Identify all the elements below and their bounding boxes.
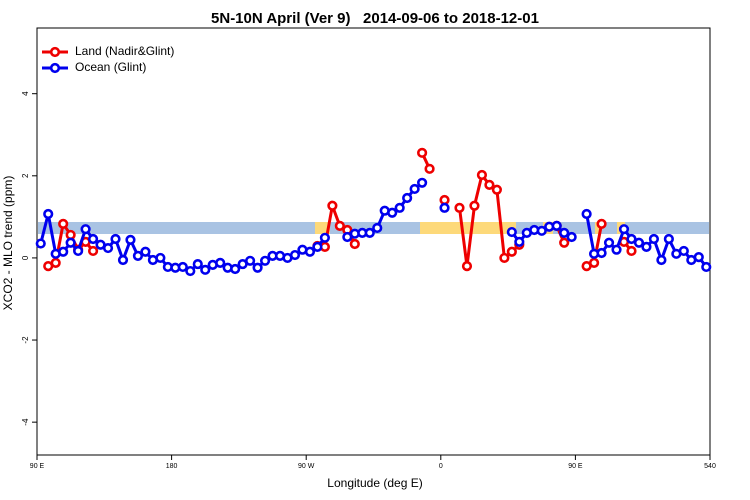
- data-point: [626, 245, 637, 257]
- legend-marker: [49, 46, 61, 58]
- data-point: [50, 257, 61, 268]
- data-point: [409, 183, 420, 195]
- data-point: [499, 252, 510, 264]
- data-point: [559, 227, 570, 238]
- data-point: [618, 224, 630, 235]
- data-point: [663, 233, 674, 245]
- x-axis-label: Longitude (deg E): [327, 476, 422, 490]
- data-point: [417, 147, 428, 158]
- x-tick-label: 540: [704, 463, 716, 470]
- data-point: [678, 245, 689, 257]
- data-point: [372, 222, 383, 234]
- x-tick-label: 90 W: [298, 463, 315, 470]
- land-strip: [315, 222, 330, 234]
- data-point: [230, 263, 241, 275]
- data-point: [603, 237, 615, 248]
- data-point: [476, 169, 488, 181]
- data-point: [484, 179, 495, 190]
- data-point: [200, 264, 211, 275]
- y-tick-label: 0: [21, 255, 30, 260]
- data-point: [566, 231, 577, 243]
- data-point: [596, 218, 607, 229]
- data-point: [140, 246, 151, 257]
- data-point: [506, 246, 517, 257]
- data-point: [58, 246, 69, 257]
- data-point: [35, 238, 46, 249]
- data-point: [588, 257, 600, 268]
- chart-title: 5N-10N April (Ver 9) 2014-09-06 to 2018-…: [211, 10, 539, 27]
- data-point: [394, 202, 405, 213]
- data-point: [633, 237, 645, 248]
- x-tick-label: 90 E: [30, 463, 45, 470]
- data-point: [424, 163, 435, 174]
- data-point: [611, 244, 622, 255]
- data-point: [312, 241, 323, 252]
- data-point: [245, 255, 256, 266]
- data-point: [454, 202, 465, 213]
- data-point: [125, 234, 136, 245]
- data-point: [506, 226, 517, 238]
- data-point: [596, 247, 607, 259]
- land-strip: [595, 222, 601, 234]
- data-point: [417, 177, 428, 188]
- data-point: [132, 250, 144, 261]
- data-point: [551, 220, 562, 231]
- data-point: [327, 200, 338, 211]
- data-point: [43, 208, 54, 220]
- data-point: [87, 233, 99, 245]
- y-tick-label: 2: [21, 173, 30, 178]
- x-tick-label: 180: [166, 463, 178, 470]
- x-tick-label: 90 E: [568, 463, 583, 470]
- data-point: [259, 255, 271, 266]
- data-point: [185, 265, 196, 277]
- data-point: [648, 233, 660, 245]
- data-point: [58, 218, 69, 229]
- data-point: [387, 207, 398, 218]
- data-point: [491, 184, 502, 195]
- data-point: [439, 202, 450, 213]
- data-point: [693, 252, 704, 263]
- y-tick-label: -4: [21, 418, 30, 426]
- legend-label: Ocean (Glint): [75, 60, 146, 74]
- data-point: [289, 249, 301, 261]
- data-point: [581, 208, 592, 220]
- data-point: [461, 261, 473, 272]
- data-point: [252, 262, 263, 273]
- data-point: [514, 236, 525, 248]
- data-point: [80, 224, 91, 235]
- data-point: [701, 261, 712, 273]
- data-point: [319, 232, 330, 243]
- data-point: [402, 192, 413, 204]
- data-point: [177, 261, 188, 273]
- data-point: [439, 194, 450, 206]
- land-strip: [420, 222, 516, 234]
- data-point: [304, 246, 316, 257]
- data-point: [73, 245, 84, 257]
- data-point: [656, 254, 667, 266]
- data-point: [102, 242, 114, 254]
- data-point: [87, 245, 99, 257]
- data-point: [626, 233, 637, 245]
- data-point: [65, 229, 76, 241]
- y-tick-label: -2: [21, 336, 30, 344]
- legend-marker: [49, 62, 61, 74]
- data-point: [117, 254, 129, 266]
- x-tick-label: 0: [439, 463, 443, 470]
- data-point: [192, 258, 203, 270]
- y-tick-label: 4: [21, 91, 30, 96]
- data-point: [155, 252, 166, 264]
- data-point: [215, 257, 226, 268]
- data-point: [364, 227, 375, 238]
- data-point: [641, 241, 652, 252]
- data-point: [536, 225, 547, 236]
- data-point: [334, 220, 345, 231]
- data-point: [469, 200, 480, 211]
- data-point: [65, 237, 76, 248]
- data-point: [110, 233, 121, 245]
- data-point: [349, 238, 360, 250]
- data-point: [559, 237, 570, 248]
- y-axis-label: XCO2 - MLO trend (ppm): [1, 176, 15, 311]
- legend-label: Land (Nadir&Glint): [75, 44, 174, 58]
